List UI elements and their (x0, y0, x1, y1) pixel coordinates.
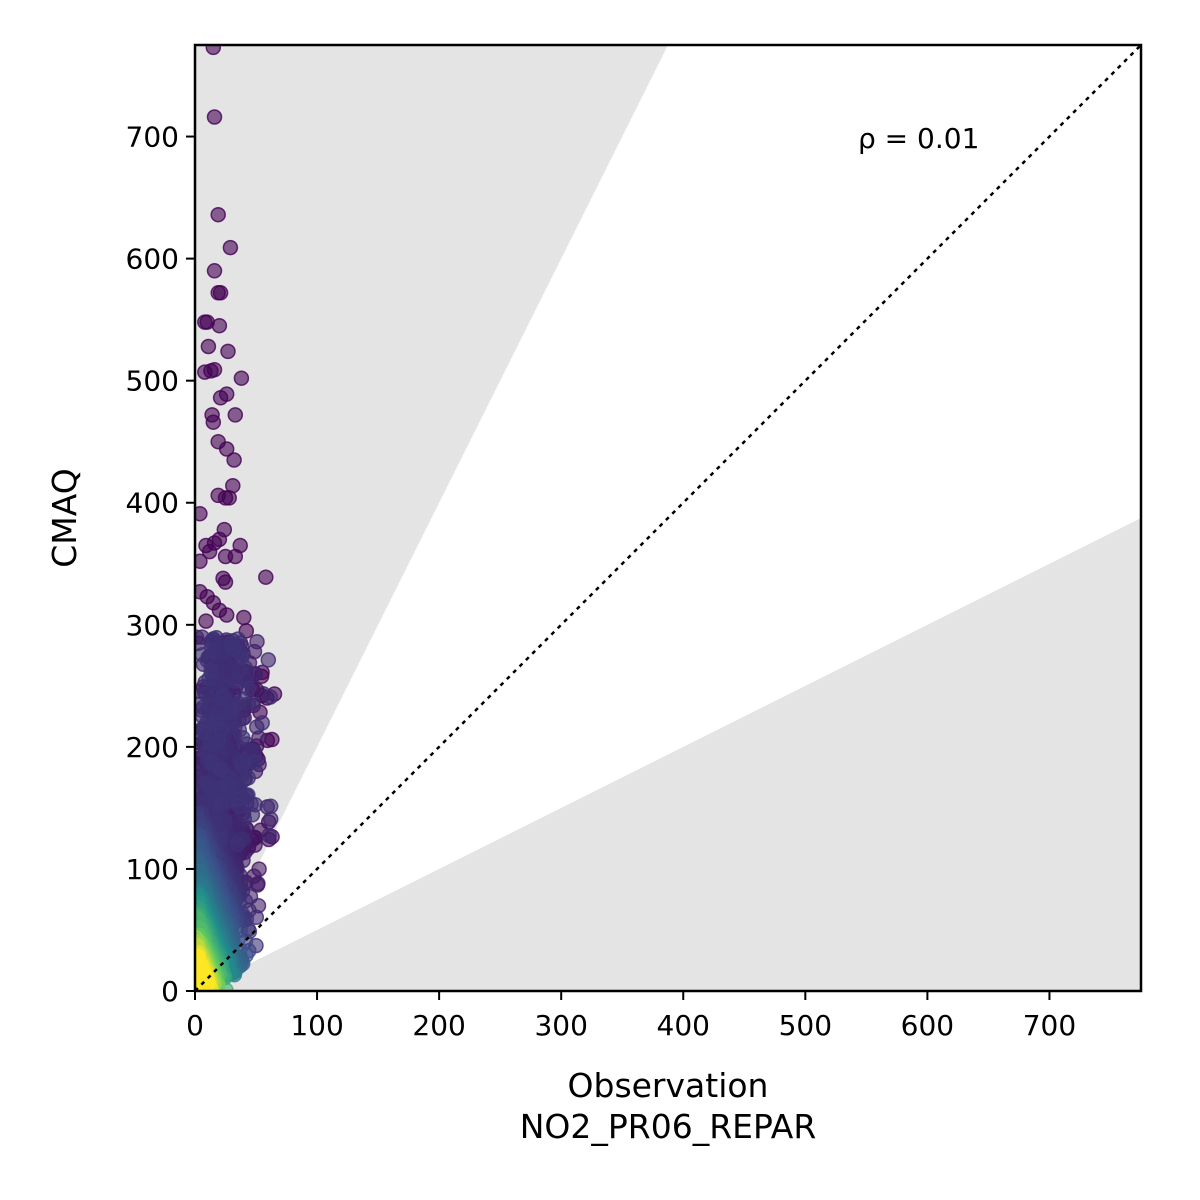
scatter-point (233, 370, 250, 386)
y-tick-label: 300 (126, 609, 179, 642)
x-tick-label: 200 (412, 1009, 465, 1042)
y-axis-ticks: 0 100 200 300 400 500 600 700 (126, 121, 195, 1008)
scatter-point (247, 754, 263, 770)
x-tick-label: 400 (657, 1009, 710, 1042)
scatter-point (240, 680, 256, 697)
scatter-point (218, 386, 235, 402)
scatter-point (234, 757, 251, 773)
scatter-point (258, 569, 274, 585)
y-axis-label: CMAQ (45, 468, 84, 567)
one-to-one-line (194, 44, 1142, 992)
scatter-point (227, 407, 244, 423)
scatter-point (218, 441, 235, 457)
y-tick-label: 400 (126, 487, 179, 520)
correlation-annotation: ρ = 0.01 (858, 122, 979, 155)
x-tick-label: 500 (779, 1009, 832, 1042)
scatter-point (206, 109, 223, 125)
x-axis-sublabel: NO2_PR06_REPAR (520, 1107, 817, 1146)
scatter-point (261, 827, 277, 844)
scatter-points (195, 45, 283, 991)
scatter-point (195, 553, 208, 570)
scatter-point (200, 338, 217, 355)
y-tick-label: 0 (161, 975, 179, 1008)
scatter-point (260, 652, 277, 668)
scatter-point (199, 712, 216, 729)
scatter-point (201, 670, 217, 687)
scatter-point (225, 640, 242, 657)
scatter-point (218, 607, 235, 623)
scatter-point (262, 798, 279, 815)
y-tick-label: 700 (126, 121, 179, 154)
scatter-point (210, 206, 226, 223)
y-tick-label: 100 (126, 853, 179, 886)
scatter-point (254, 715, 270, 731)
scatter-point (227, 548, 244, 565)
x-tick-label: 300 (534, 1009, 587, 1042)
y-tick-label: 600 (126, 243, 179, 276)
scatter-point (211, 317, 228, 334)
scatter-point (205, 631, 222, 647)
scatter-point (262, 689, 279, 705)
scatter-point (222, 239, 239, 256)
scatter-point (221, 490, 237, 506)
one-to-one-line (194, 44, 1142, 992)
x-tick-label: 100 (290, 1009, 343, 1042)
scatter-point (222, 704, 239, 720)
scatter-point (205, 45, 222, 56)
x-tick-label: 0 (186, 1009, 204, 1042)
scatter-point (227, 673, 243, 689)
scatter-point (262, 811, 279, 827)
scatter-point (201, 697, 217, 713)
shade-lower (195, 518, 1141, 991)
scatter-point (204, 754, 221, 771)
x-tick-label: 600 (901, 1009, 954, 1042)
scatter-point (217, 574, 234, 590)
scatter-point (231, 722, 248, 738)
scatter-point (195, 505, 208, 522)
scatter-point (249, 633, 265, 650)
scatter-point (198, 613, 214, 629)
scatter-point (236, 609, 252, 626)
y-tick-label: 200 (126, 731, 179, 764)
scatter-point (231, 798, 248, 815)
scatter-point (213, 797, 230, 813)
x-axis-ticks: 0 100 200 300 400 500 600 700 (186, 991, 1076, 1042)
shade-upper (195, 45, 668, 991)
y-tick-label: 500 (126, 365, 179, 398)
scatter-point (226, 452, 242, 468)
scatter-point (218, 775, 235, 792)
x-axis-label: Observation (568, 1066, 769, 1105)
scatter-point (210, 733, 227, 750)
scatter-point (212, 285, 229, 301)
scatter-point (195, 629, 205, 646)
x-tick-label: 700 (1023, 1009, 1076, 1042)
scatter-point (201, 543, 218, 560)
plot-frame (193, 43, 1143, 993)
scatter-point (229, 836, 246, 853)
scatter-point (206, 263, 223, 279)
scatter-point (213, 690, 230, 706)
scatter-point (205, 414, 222, 430)
shaded-region (195, 45, 1141, 991)
scatter-point (231, 779, 248, 796)
scatter-point (220, 343, 236, 360)
scatter-point (206, 361, 223, 378)
